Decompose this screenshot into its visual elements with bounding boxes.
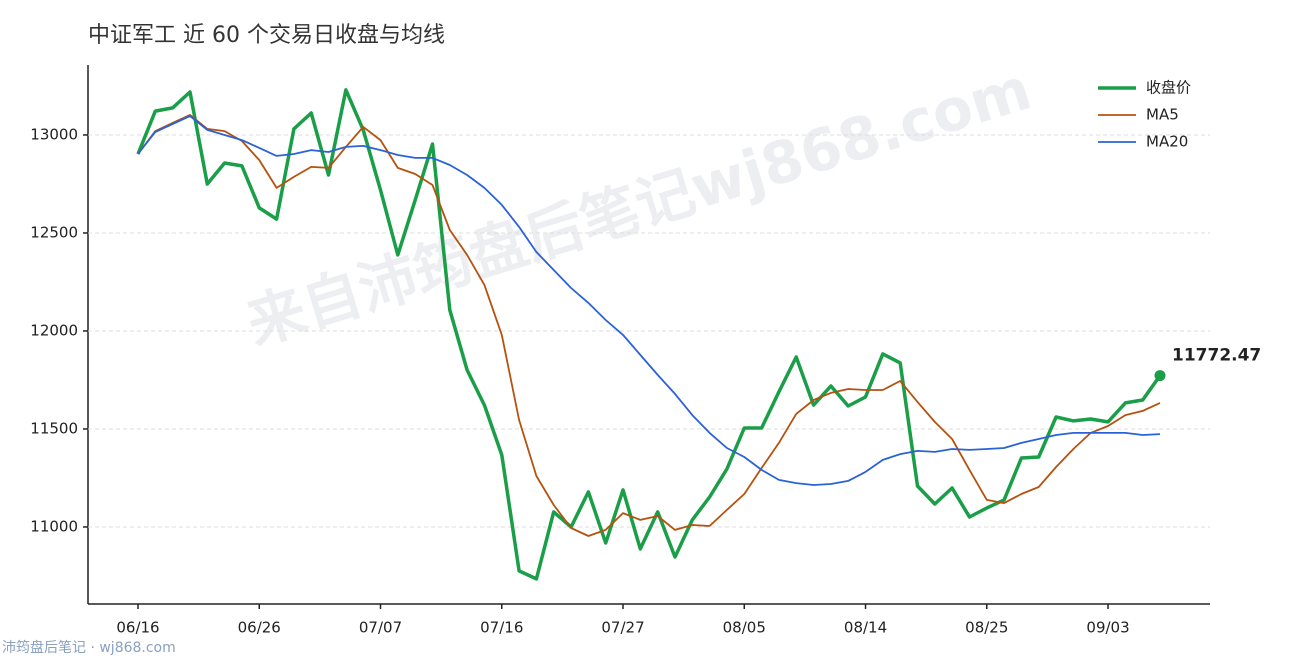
y-tick-label: 11000 [30,517,78,535]
chart-title: 中证军工 近 60 个交易日收盘与均线 [88,23,445,48]
watermark: 来自沛筠盘后笔记wj868.com [239,55,1038,358]
legend-label: 收盘价 [1146,79,1191,97]
series-line [137,114,1161,537]
series-line [136,88,1162,581]
x-tick-label: 08/14 [844,619,887,637]
x-tick-label: 08/05 [723,619,766,637]
x-tick-label: 07/16 [480,619,523,637]
y-tick-label: 13000 [30,125,78,143]
y-tick-label: 12000 [30,321,78,339]
last-value-label: 11772.47 [1172,346,1261,366]
y-tick-label: 11500 [30,419,78,437]
x-tick-label: 06/16 [116,619,159,637]
last-point [1154,370,1166,382]
x-tick-label: 07/07 [359,619,402,637]
x-tick-label: 07/27 [601,619,644,637]
legend-label: MA20 [1146,133,1188,151]
x-tick-label: 08/25 [965,619,1008,637]
series-line [137,115,1161,486]
x-tick-label: 09/03 [1086,619,1129,637]
y-tick-label: 12500 [30,223,78,241]
x-tick-label: 06/26 [238,619,281,637]
legend-label: MA5 [1146,106,1179,124]
footer: 沛筠盘后笔记 · wj868.com [2,639,176,656]
